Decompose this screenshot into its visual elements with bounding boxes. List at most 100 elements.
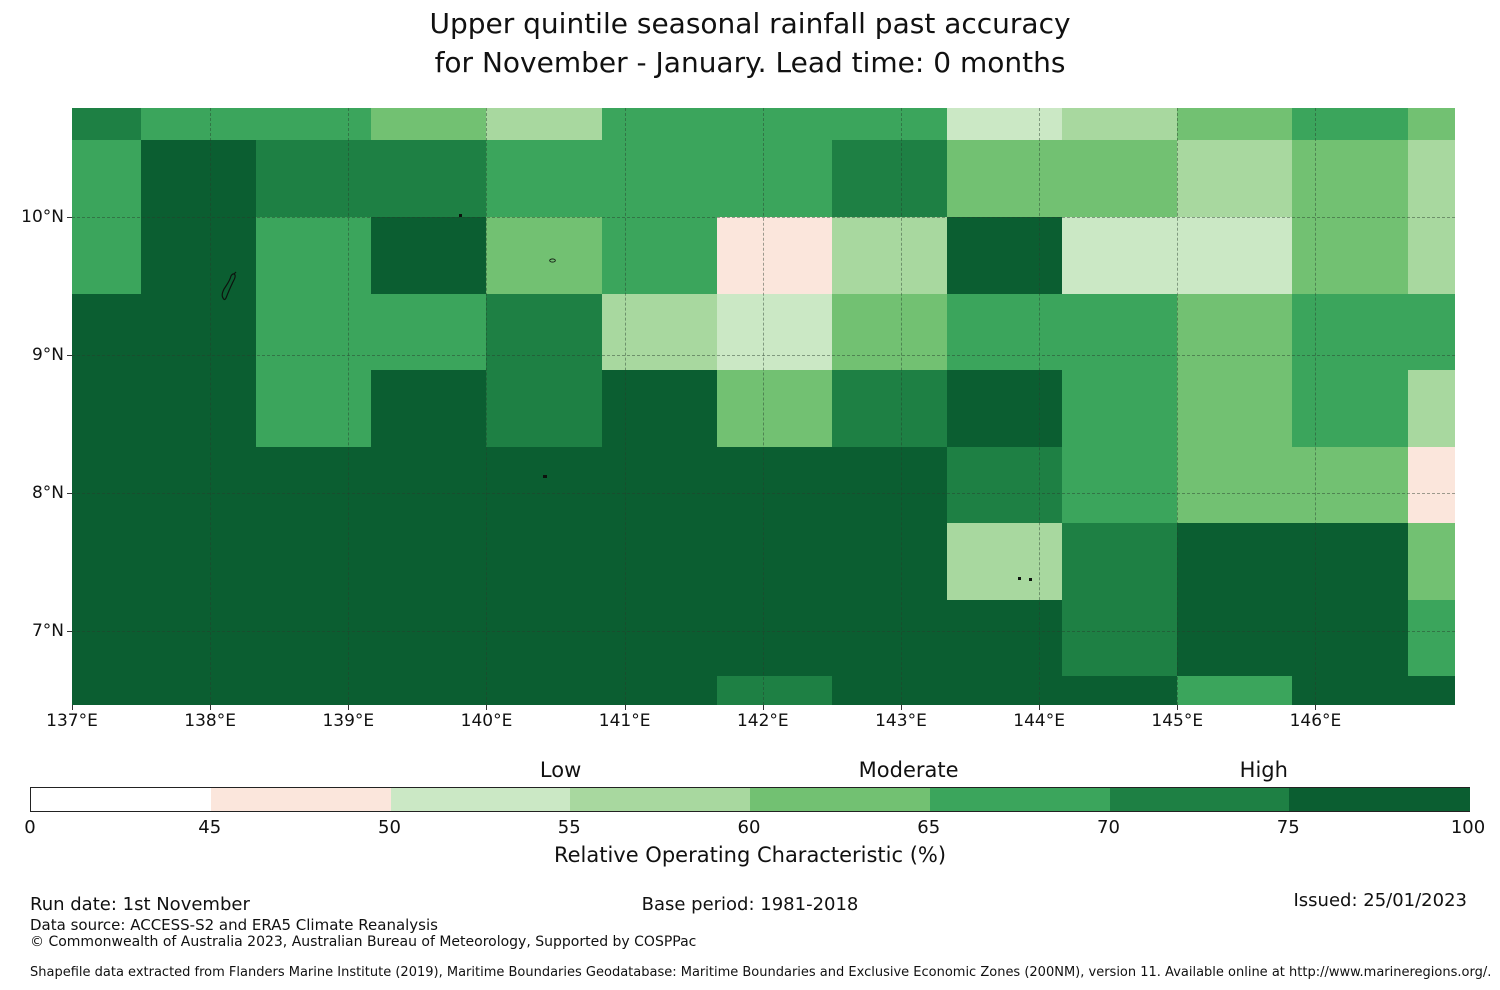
heatmap-cell [141,293,257,371]
colorbar-tick-label: 0 [24,817,36,838]
heatmap-cell [486,370,602,447]
heatmap-cell [946,599,1063,677]
x-axis-tickmark [762,705,764,710]
colorbar-segment [1109,788,1290,811]
small-island-dot [542,474,547,478]
y-axis-tick-label: 10°N [21,206,64,227]
heatmap-cell [72,108,142,141]
x-axis-tickmark [72,705,73,710]
heatmap-cell [72,676,142,705]
heatmap-cell [486,108,602,141]
heatmap-cell [716,140,832,217]
heatmap-cell [831,293,947,371]
heatmap-cell [141,523,257,600]
heatmap-cell [1407,140,1455,217]
heatmap-cell [1407,676,1455,705]
heatmap-cell [1407,599,1455,677]
heatmap-cell [716,370,832,447]
heatmap-cell [1177,676,1293,705]
heatmap-cell [72,293,142,371]
x-axis-tickmark [1177,705,1179,710]
colorbar-tick-label: 70 [1097,817,1120,838]
heatmap-cell [831,446,947,524]
heatmap-cell [1062,216,1178,294]
x-axis-tick-label: 140°E [460,711,513,731]
heatmap-cell [72,599,142,677]
x-axis-tickmark [624,705,626,710]
heatmap-cell [371,293,487,371]
heatmap-cell [256,446,372,524]
heatmap-cell [256,293,372,371]
heatmap-cell [1292,676,1408,705]
heatmap-cell [831,108,947,141]
x-axis-tickmark [486,705,488,710]
heatmap-cell [946,293,1063,371]
x-axis-tick-label: 143°E [875,711,927,731]
heatmap-cell [486,599,602,677]
heatmap-cell [486,216,602,294]
heatmap-cell [256,676,372,705]
heatmap-cell [72,523,142,600]
latitude-gridline [72,354,1455,356]
heatmap-cell [486,140,602,217]
heatmap-cell [716,293,832,371]
heatmap-cell [831,216,947,294]
latitude-gridline [72,492,1455,494]
longitude-gridline [1315,108,1317,705]
heatmap-cell [1292,216,1408,294]
heatmap-cell [371,599,487,677]
heatmap-cell [1062,140,1178,217]
heatmap-cell [1407,523,1455,600]
heatmap-cell [1062,446,1178,524]
heatmap-cell [141,599,257,677]
heatmap-cell [1177,599,1293,677]
heatmap-cell [256,140,372,217]
heatmap-cell [716,216,832,294]
longitude-gridline [348,108,350,705]
heatmap-cell [946,523,1063,600]
colorbar-tick-label: 45 [198,817,222,838]
x-axis-tick-label: 144°E [1013,711,1065,731]
heatmap-cell [141,446,257,524]
y-axis-tickmark [67,492,72,494]
heatmap-cell [1407,216,1455,294]
heatmap-cell [601,523,717,600]
heatmap-cell [141,370,257,447]
longitude-gridline [210,108,212,705]
heatmap-cell [1177,108,1293,141]
heatmap-cell [601,599,717,677]
heatmap-cell [1062,676,1178,705]
heatmap-cell [1292,140,1408,217]
base-period-text: Base period: 1981-2018 [641,894,859,915]
heatmap-cell [1062,370,1178,447]
heatmap-cell [831,523,947,600]
heatmap-cell [1062,523,1178,600]
y-axis-tick-label: 7°N [31,620,64,641]
heatmap-cell [831,599,947,677]
heatmap-cell [486,293,602,371]
heatmap-cell [716,676,832,705]
heatmap-cell [256,216,372,294]
heatmap-cell [946,370,1063,447]
longitude-gridline [486,108,488,705]
heatmap-cell [601,676,717,705]
heatmap-cell [716,523,832,600]
heatmap-cell [1407,446,1455,524]
heatmap-cell [1407,370,1455,447]
heatmap-cell [141,216,257,294]
colorbar-tick-label: 50 [378,817,401,838]
heatmap-cell [72,140,142,217]
longitude-gridline [762,108,764,705]
heatmap-cell [1062,293,1178,371]
heatmap-cell [72,370,142,447]
colorbar-zone-label: Moderate [858,758,959,782]
heatmap-cell [1177,216,1293,294]
heatmap-cell [601,293,717,371]
heatmap-cell [946,676,1063,705]
x-axis-tickmark [210,705,212,710]
heatmap-cell [256,108,372,141]
heatmap-cell [601,370,717,447]
colorbar-zone-label: High [1239,758,1288,782]
x-axis-tick-label: 145°E [1151,711,1204,731]
heatmap-cell [831,676,947,705]
